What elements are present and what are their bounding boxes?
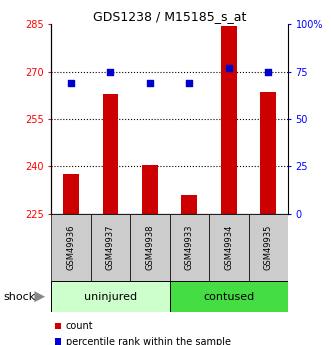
Bar [169, 214, 209, 281]
Point [147, 80, 153, 86]
Text: uninjured: uninjured [84, 292, 137, 302]
Bar [209, 214, 249, 281]
Text: GSM49937: GSM49937 [106, 225, 115, 270]
Point [108, 69, 113, 74]
Bar [51, 214, 91, 281]
Text: count: count [66, 321, 93, 331]
Point [226, 65, 231, 70]
Text: percentile rank within the sample: percentile rank within the sample [66, 337, 230, 345]
Text: GSM49934: GSM49934 [224, 225, 233, 270]
Text: GSM49938: GSM49938 [145, 225, 155, 270]
Bar [63, 174, 79, 214]
Bar [181, 195, 197, 214]
Bar [51, 281, 169, 312]
Point [265, 69, 271, 74]
Point [69, 80, 74, 86]
Point [187, 80, 192, 86]
Polygon shape [34, 291, 45, 302]
Bar [221, 26, 237, 214]
Bar [130, 214, 169, 281]
Bar [169, 281, 288, 312]
Text: GSM49936: GSM49936 [67, 225, 75, 270]
Text: GSM49935: GSM49935 [264, 225, 273, 270]
Bar [103, 94, 118, 214]
Text: shock: shock [3, 292, 35, 302]
Text: GDS1238 / M15185_s_at: GDS1238 / M15185_s_at [93, 10, 246, 23]
Bar [142, 165, 158, 214]
Text: GSM49933: GSM49933 [185, 225, 194, 270]
Bar [249, 214, 288, 281]
Bar [260, 92, 276, 214]
Bar [91, 214, 130, 281]
Text: contused: contused [203, 292, 255, 302]
